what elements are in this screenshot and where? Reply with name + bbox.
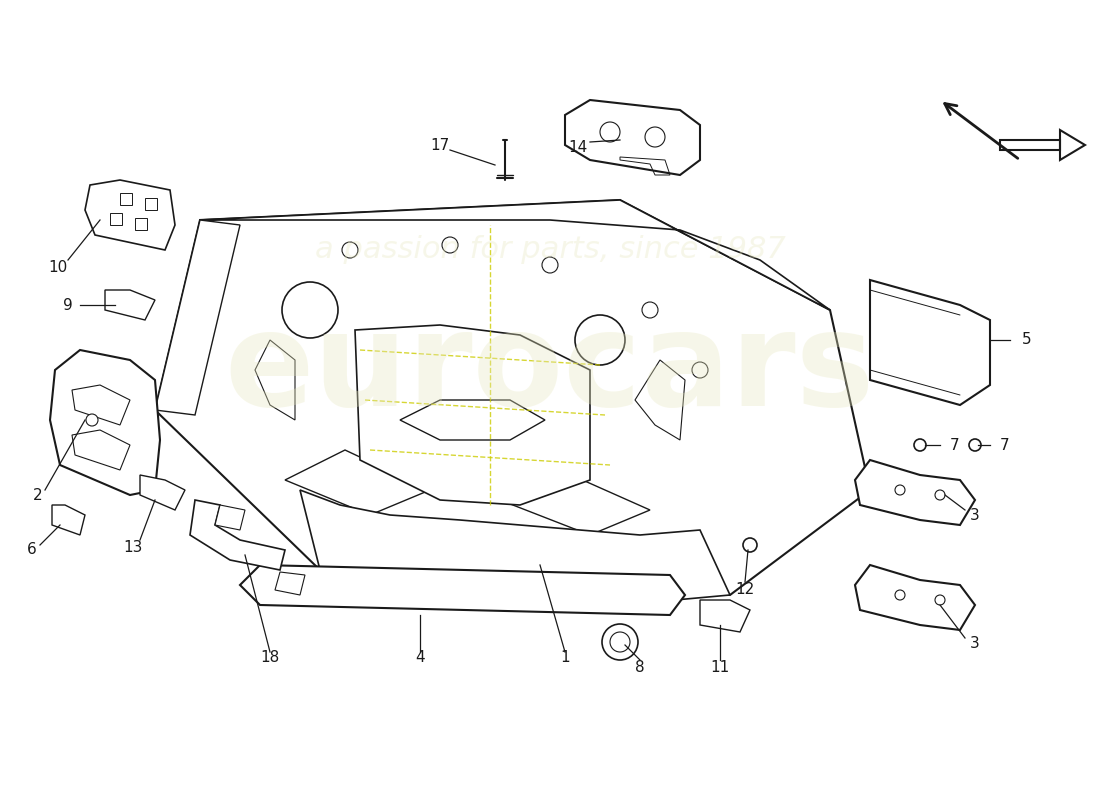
Polygon shape [50, 350, 160, 495]
Polygon shape [255, 340, 295, 420]
Polygon shape [72, 430, 130, 470]
Text: 18: 18 [261, 650, 279, 666]
Polygon shape [285, 450, 430, 515]
Polygon shape [155, 220, 240, 415]
Polygon shape [72, 385, 130, 425]
Polygon shape [104, 290, 155, 320]
Text: 6: 6 [28, 542, 37, 558]
Text: 4: 4 [415, 650, 425, 666]
Circle shape [969, 439, 981, 451]
Circle shape [602, 624, 638, 660]
Polygon shape [855, 565, 975, 630]
Circle shape [914, 439, 926, 451]
Text: 12: 12 [736, 582, 755, 598]
Text: 5: 5 [1022, 333, 1032, 347]
Circle shape [542, 257, 558, 273]
Circle shape [282, 282, 338, 338]
Polygon shape [870, 280, 990, 405]
Polygon shape [855, 460, 975, 525]
Circle shape [895, 485, 905, 495]
Text: 14: 14 [569, 141, 587, 155]
Text: a passion for parts, since 1987: a passion for parts, since 1987 [315, 235, 785, 265]
Text: 7: 7 [950, 438, 959, 453]
Polygon shape [85, 180, 175, 250]
Text: 10: 10 [48, 259, 67, 274]
Polygon shape [355, 325, 590, 505]
Polygon shape [155, 200, 870, 595]
Circle shape [645, 127, 665, 147]
Text: 7: 7 [1000, 438, 1010, 453]
Text: 3: 3 [970, 507, 980, 522]
Circle shape [600, 122, 620, 142]
Circle shape [575, 315, 625, 365]
Text: 8: 8 [635, 659, 645, 674]
Text: 17: 17 [430, 138, 450, 153]
Polygon shape [240, 565, 685, 615]
Circle shape [86, 414, 98, 426]
Text: 9: 9 [63, 298, 73, 313]
Text: 1: 1 [560, 650, 570, 666]
Polygon shape [140, 475, 185, 510]
Circle shape [935, 595, 945, 605]
Polygon shape [1000, 130, 1085, 160]
Polygon shape [635, 360, 685, 440]
Text: eurocars: eurocars [224, 306, 876, 434]
Circle shape [692, 362, 708, 378]
Text: 13: 13 [123, 539, 143, 554]
Polygon shape [275, 572, 305, 595]
Polygon shape [200, 200, 830, 310]
Polygon shape [500, 470, 650, 535]
Polygon shape [700, 600, 750, 632]
Circle shape [342, 242, 358, 258]
Text: 2: 2 [33, 487, 43, 502]
Circle shape [442, 237, 458, 253]
Polygon shape [52, 505, 85, 535]
Polygon shape [400, 400, 544, 440]
Circle shape [895, 590, 905, 600]
Polygon shape [300, 490, 730, 605]
Circle shape [935, 490, 945, 500]
Polygon shape [190, 500, 285, 570]
Circle shape [742, 538, 757, 552]
Text: 3: 3 [970, 635, 980, 650]
Circle shape [277, 362, 293, 378]
Text: 11: 11 [711, 659, 729, 674]
Polygon shape [214, 505, 245, 530]
Circle shape [642, 302, 658, 318]
Polygon shape [565, 100, 700, 175]
